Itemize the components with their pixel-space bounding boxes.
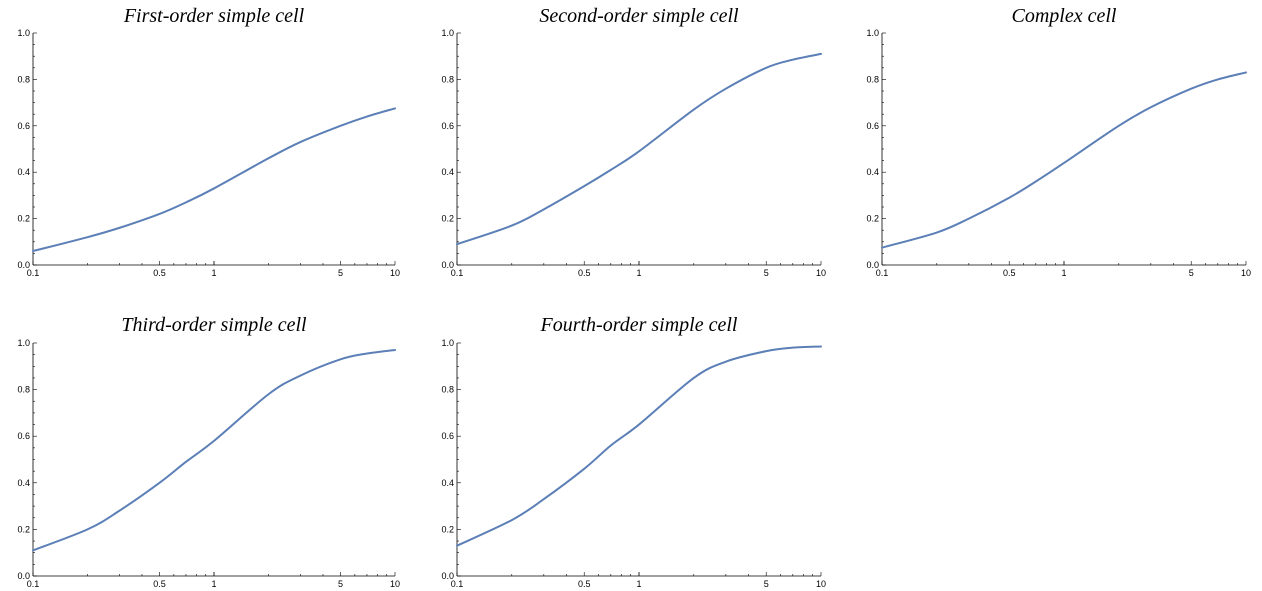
x-tick-label: 1 — [211, 268, 216, 278]
series-line — [32, 348, 396, 552]
y-tick-label: 1.0 — [17, 28, 30, 38]
x-tick-label: 10 — [1241, 268, 1251, 278]
y-tick-label: 0.2 — [441, 524, 454, 534]
y-tick-label: 0.4 — [17, 478, 30, 488]
y-tick-label: 1.0 — [441, 28, 454, 38]
x-tick-label: 0.5 — [578, 579, 591, 589]
y-tick-label: 0.4 — [441, 478, 454, 488]
series-line — [456, 52, 822, 246]
y-tick-label: 0.4 — [441, 167, 454, 177]
y-tick-label: 0.8 — [866, 74, 879, 84]
y-tick-label: 0.0 — [441, 260, 454, 270]
y-tick-label: 0.0 — [866, 260, 879, 270]
y-tick-label: 0.6 — [441, 121, 454, 131]
x-tick-label: 10 — [816, 579, 826, 589]
y-tick-label: 1.0 — [17, 338, 30, 348]
x-tick-label: 0.5 — [153, 268, 166, 278]
y-tick-label: 0.4 — [17, 167, 30, 177]
y-tick-label: 0.8 — [17, 385, 30, 395]
y-tick-label: 0.6 — [441, 431, 454, 441]
x-tick-label: 5 — [764, 579, 769, 589]
chart-title: Fourth-order simple cell — [539, 314, 737, 336]
chart-title: First-order simple cell — [123, 5, 305, 27]
y-tick-label: 0.8 — [441, 385, 454, 395]
y-tick-label: 0.0 — [441, 571, 454, 581]
x-tick-label: 0.1 — [451, 579, 464, 589]
x-tick-label: 0.5 — [153, 579, 166, 589]
chart-title: Complex cell — [1012, 5, 1117, 27]
y-tick-label: 1.0 — [441, 338, 454, 348]
y-tick-label: 0.8 — [441, 74, 454, 84]
y-tick-label: 0.0 — [17, 571, 30, 581]
chart-panel-2: Second-order simple cell 0.0 0.2 0.4 0.6 0.8 1… — [441, 5, 826, 278]
y-tick-label: 0.6 — [17, 431, 30, 441]
x-tick-label: 10 — [816, 268, 826, 278]
x-tick-label: 0.1 — [451, 268, 464, 278]
x-tick-label: 5 — [338, 579, 343, 589]
x-tick-label: 1 — [636, 579, 641, 589]
y-tick-label: 0.2 — [17, 524, 30, 534]
x-tick-label: 1 — [1061, 268, 1066, 278]
x-tick-label: 10 — [390, 268, 400, 278]
x-tick-label: 10 — [390, 579, 400, 589]
y-tick-label: 0.8 — [17, 74, 30, 84]
x-tick-label: 0.5 — [1003, 268, 1016, 278]
y-tick-label: 1.0 — [866, 28, 879, 38]
chart-panel-1: First-order simple cell 0.0 0.2 0.4 0.6 0.8 1.… — [17, 5, 400, 278]
y-tick-label: 0.6 — [866, 121, 879, 131]
series-line — [456, 345, 822, 547]
x-tick-label: 1 — [211, 579, 216, 589]
y-tick-label: 0.6 — [17, 121, 30, 131]
chart-panel-3: Complex cell 0.0 0.2 0.4 0.6 0.8 1.0 0.1 0.5 1 5 10 — [866, 5, 1251, 278]
y-tick-label: 0.4 — [866, 167, 879, 177]
y-tick-label: 0.2 — [866, 214, 879, 224]
chart-panel-4: Third-order simple cell 0.0 0.2 0.4 0.6 0.8 1.… — [17, 314, 400, 589]
chart-title: Second-order simple cell — [539, 5, 739, 27]
series-line — [881, 71, 1247, 249]
x-tick-label: 5 — [764, 268, 769, 278]
y-tick-label: 0.2 — [441, 214, 454, 224]
y-tick-label: 0.0 — [17, 260, 30, 270]
series-line — [32, 107, 396, 253]
x-tick-label: 0.1 — [27, 579, 40, 589]
x-tick-label: 0.1 — [876, 268, 889, 278]
x-tick-label: 5 — [1189, 268, 1194, 278]
x-tick-label: 1 — [636, 268, 641, 278]
x-tick-label: 0.1 — [27, 268, 40, 278]
chart-title: Third-order simple cell — [121, 314, 307, 336]
y-tick-label: 0.2 — [17, 214, 30, 224]
x-tick-label: 0.5 — [578, 268, 591, 278]
x-tick-label: 5 — [338, 268, 343, 278]
chart-panel-5: Fourth-order simple cell 0.0 0.2 0.4 0.6 0.8 1… — [441, 314, 826, 589]
